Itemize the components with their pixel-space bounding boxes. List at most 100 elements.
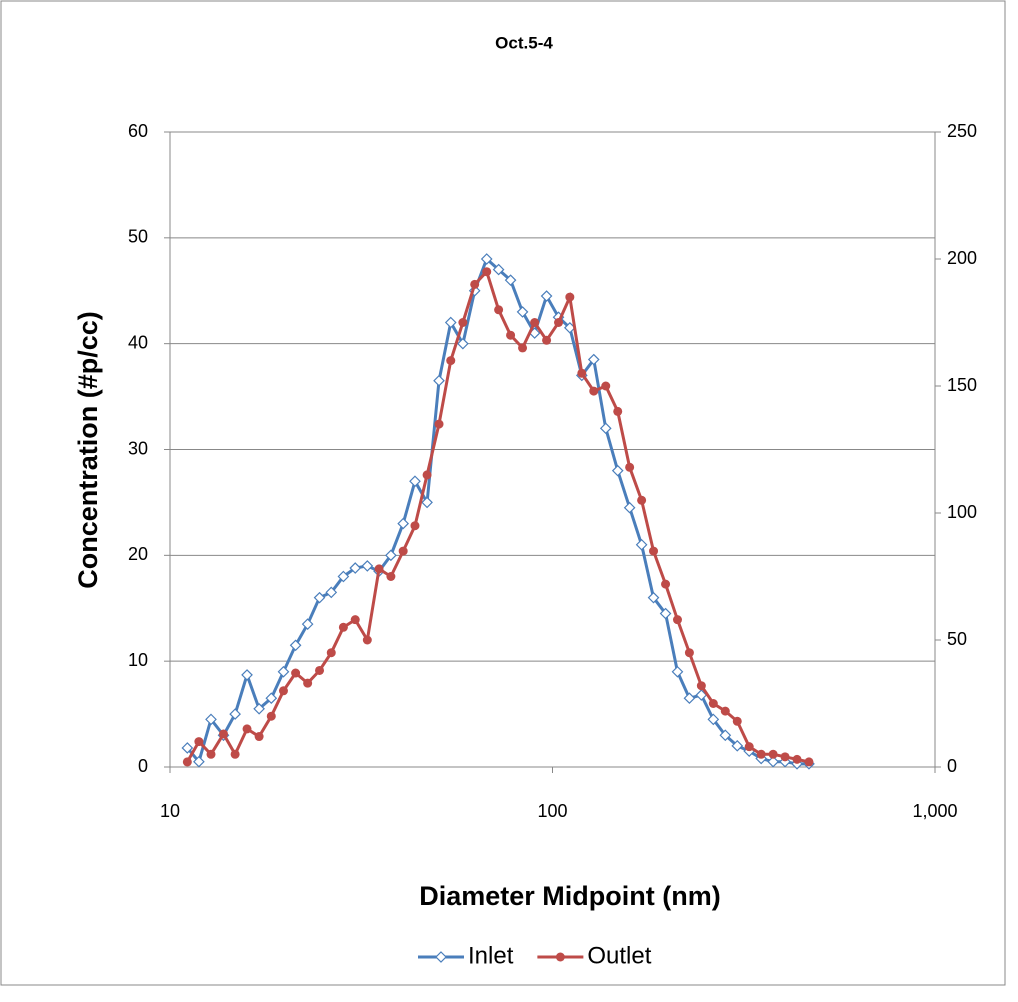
data-point xyxy=(397,517,410,530)
data-point xyxy=(589,386,599,396)
data-point xyxy=(303,678,313,688)
data-point xyxy=(695,689,708,701)
legend-marker xyxy=(555,952,565,962)
data-point xyxy=(291,668,301,678)
y-tick-label: 20 xyxy=(128,544,148,564)
data-point xyxy=(540,290,553,302)
data-point xyxy=(530,318,540,327)
data-point xyxy=(707,713,720,726)
data-point xyxy=(480,253,493,265)
data-point xyxy=(194,737,204,747)
data-point xyxy=(659,607,672,620)
data-point xyxy=(409,475,421,488)
data-point xyxy=(756,749,766,759)
data-point xyxy=(326,648,336,658)
data-point xyxy=(374,564,384,574)
data-point xyxy=(542,335,552,345)
data-point xyxy=(315,665,325,675)
data-point xyxy=(504,274,517,287)
data-point xyxy=(649,546,659,556)
data-point xyxy=(768,749,778,759)
data-point xyxy=(421,496,433,509)
data-point xyxy=(206,749,216,759)
y-tick-label: 30 xyxy=(128,438,148,458)
data-point xyxy=(434,419,444,429)
data-point xyxy=(242,724,252,734)
data-point xyxy=(792,754,802,764)
data-point xyxy=(767,755,779,768)
data-point xyxy=(253,702,265,715)
data-point xyxy=(219,729,229,739)
data-point xyxy=(623,501,636,514)
data-point xyxy=(565,292,575,302)
data-point xyxy=(613,406,623,416)
data-point xyxy=(683,692,696,705)
data-point xyxy=(349,562,362,574)
data-point xyxy=(422,470,432,480)
data-point xyxy=(506,330,516,340)
chart-border xyxy=(0,0,1006,986)
legend-marker xyxy=(435,951,447,963)
data-point xyxy=(265,692,278,705)
data-point xyxy=(254,732,264,742)
y-tick-label: 40 xyxy=(128,332,148,352)
data-point xyxy=(611,464,624,477)
data-point xyxy=(241,669,253,681)
data-point xyxy=(744,742,754,752)
data-point xyxy=(457,337,469,350)
data-point xyxy=(492,263,505,276)
data-point xyxy=(637,495,647,505)
y-tick-label: 0 xyxy=(138,756,148,776)
data-point xyxy=(470,279,480,289)
data-point xyxy=(661,579,671,589)
data-point xyxy=(599,422,612,435)
y2-tick-label: 50 xyxy=(947,629,967,649)
data-point xyxy=(720,706,730,716)
data-point xyxy=(719,729,732,742)
chart-title: Oct.5-4 xyxy=(495,33,553,52)
data-point xyxy=(625,462,635,472)
data-point xyxy=(361,560,374,572)
data-point xyxy=(446,356,456,366)
y2-tick-label: 150 xyxy=(947,375,977,395)
data-point xyxy=(482,267,492,277)
data-point xyxy=(647,591,660,604)
data-point xyxy=(313,591,326,604)
x-tick-label: 10 xyxy=(160,801,180,821)
data-point xyxy=(266,711,276,721)
data-point xyxy=(672,615,682,625)
data-point xyxy=(601,381,611,391)
data-point xyxy=(731,739,744,752)
y2-tick-label: 0 xyxy=(947,756,957,776)
data-point xyxy=(301,618,314,630)
legend-label: Outlet xyxy=(587,942,651,969)
data-point xyxy=(635,538,648,551)
data-point xyxy=(386,572,396,581)
data-point xyxy=(229,708,241,720)
data-point xyxy=(350,615,360,625)
data-point xyxy=(494,305,504,315)
data-point xyxy=(518,343,528,353)
data-point xyxy=(780,752,790,762)
data-point xyxy=(410,521,420,531)
data-point xyxy=(278,686,288,696)
data-point xyxy=(277,665,290,678)
y-tick-label: 60 xyxy=(128,121,148,141)
y2-tick-label: 250 xyxy=(947,121,977,141)
data-point xyxy=(516,306,529,318)
data-point xyxy=(205,713,217,726)
data-point xyxy=(193,755,205,768)
y2-tick-label: 200 xyxy=(947,248,977,268)
x-tick-label: 100 xyxy=(537,801,567,821)
data-point xyxy=(398,546,408,556)
y-tick-label: 50 xyxy=(128,227,148,247)
data-point xyxy=(732,716,742,726)
data-point xyxy=(181,742,194,754)
data-point xyxy=(338,622,348,632)
data-point xyxy=(684,648,694,658)
data-point xyxy=(804,757,814,767)
data-point xyxy=(554,318,564,327)
data-point xyxy=(182,757,192,767)
data-point xyxy=(577,368,587,378)
